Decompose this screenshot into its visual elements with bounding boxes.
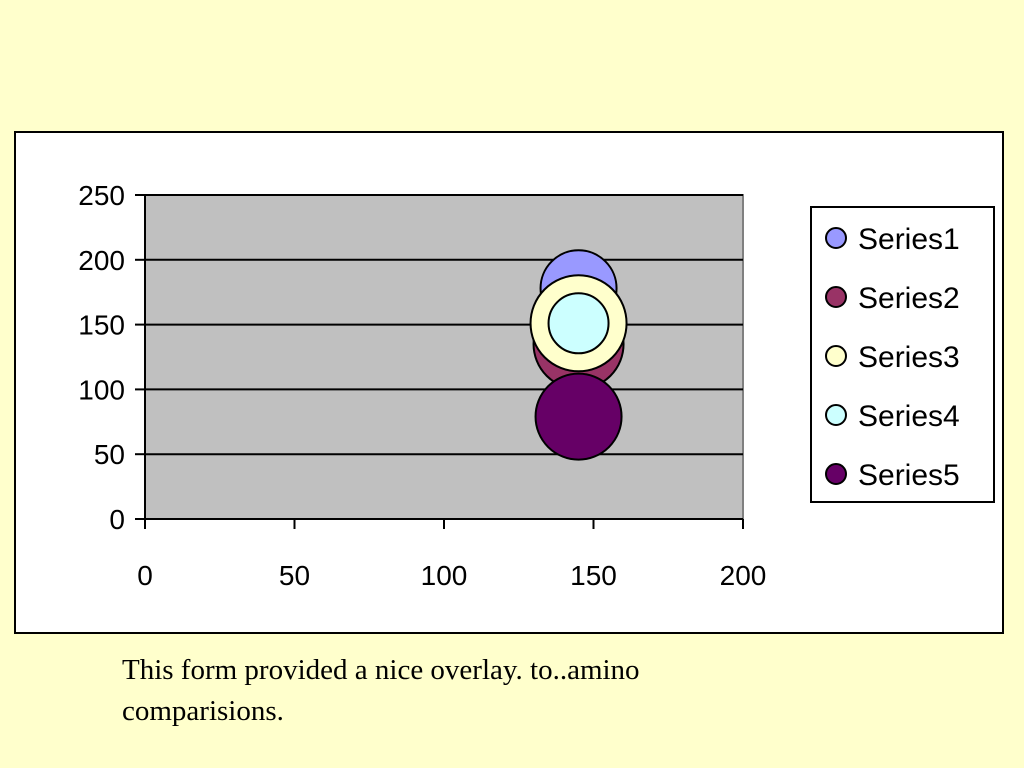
- x-tick-label-200: 200: [720, 560, 767, 591]
- y-tick-label-150: 150: [78, 310, 125, 341]
- bubble-series4-0: [547, 292, 610, 355]
- x-tick-label-0: 0: [137, 560, 153, 591]
- legend-label-series5: Series5: [858, 459, 960, 492]
- legend-marker-series5: [825, 463, 847, 485]
- x-tick-label-50: 50: [279, 560, 310, 591]
- x-tick-label-100: 100: [421, 560, 468, 591]
- y-tick-label-250: 250: [78, 180, 125, 211]
- plot-area: [144, 194, 744, 520]
- y-tick-label-100: 100: [78, 374, 125, 405]
- legend-marker-series1: [825, 227, 847, 249]
- legend-marker-series3: [825, 345, 847, 367]
- legend-label-series3: Series3: [858, 341, 960, 374]
- chart-frame: 0 50 100 150 200 250 0 50 100 150 200 Series1 Series…: [14, 131, 1004, 634]
- legend-label-series1: Series1: [858, 223, 960, 256]
- y-tick-label-50: 50: [94, 439, 125, 470]
- x-tick-label-150: 150: [570, 560, 617, 591]
- bubble-chart: 0 50 100 150 200 250 0 50 100 150 200 Series1 Series…: [78, 180, 995, 591]
- y-tick-label-0: 0: [109, 504, 125, 535]
- legend-label-series2: Series2: [858, 282, 960, 315]
- legend-marker-series2: [825, 286, 847, 308]
- bubble-series5-0: [534, 372, 623, 461]
- legend-marker-series4: [825, 404, 847, 426]
- y-tick-label-200: 200: [78, 245, 125, 276]
- caption: This form provided a nice overlay. to..a…: [122, 654, 640, 727]
- legend-label-series4: Series4: [858, 400, 960, 433]
